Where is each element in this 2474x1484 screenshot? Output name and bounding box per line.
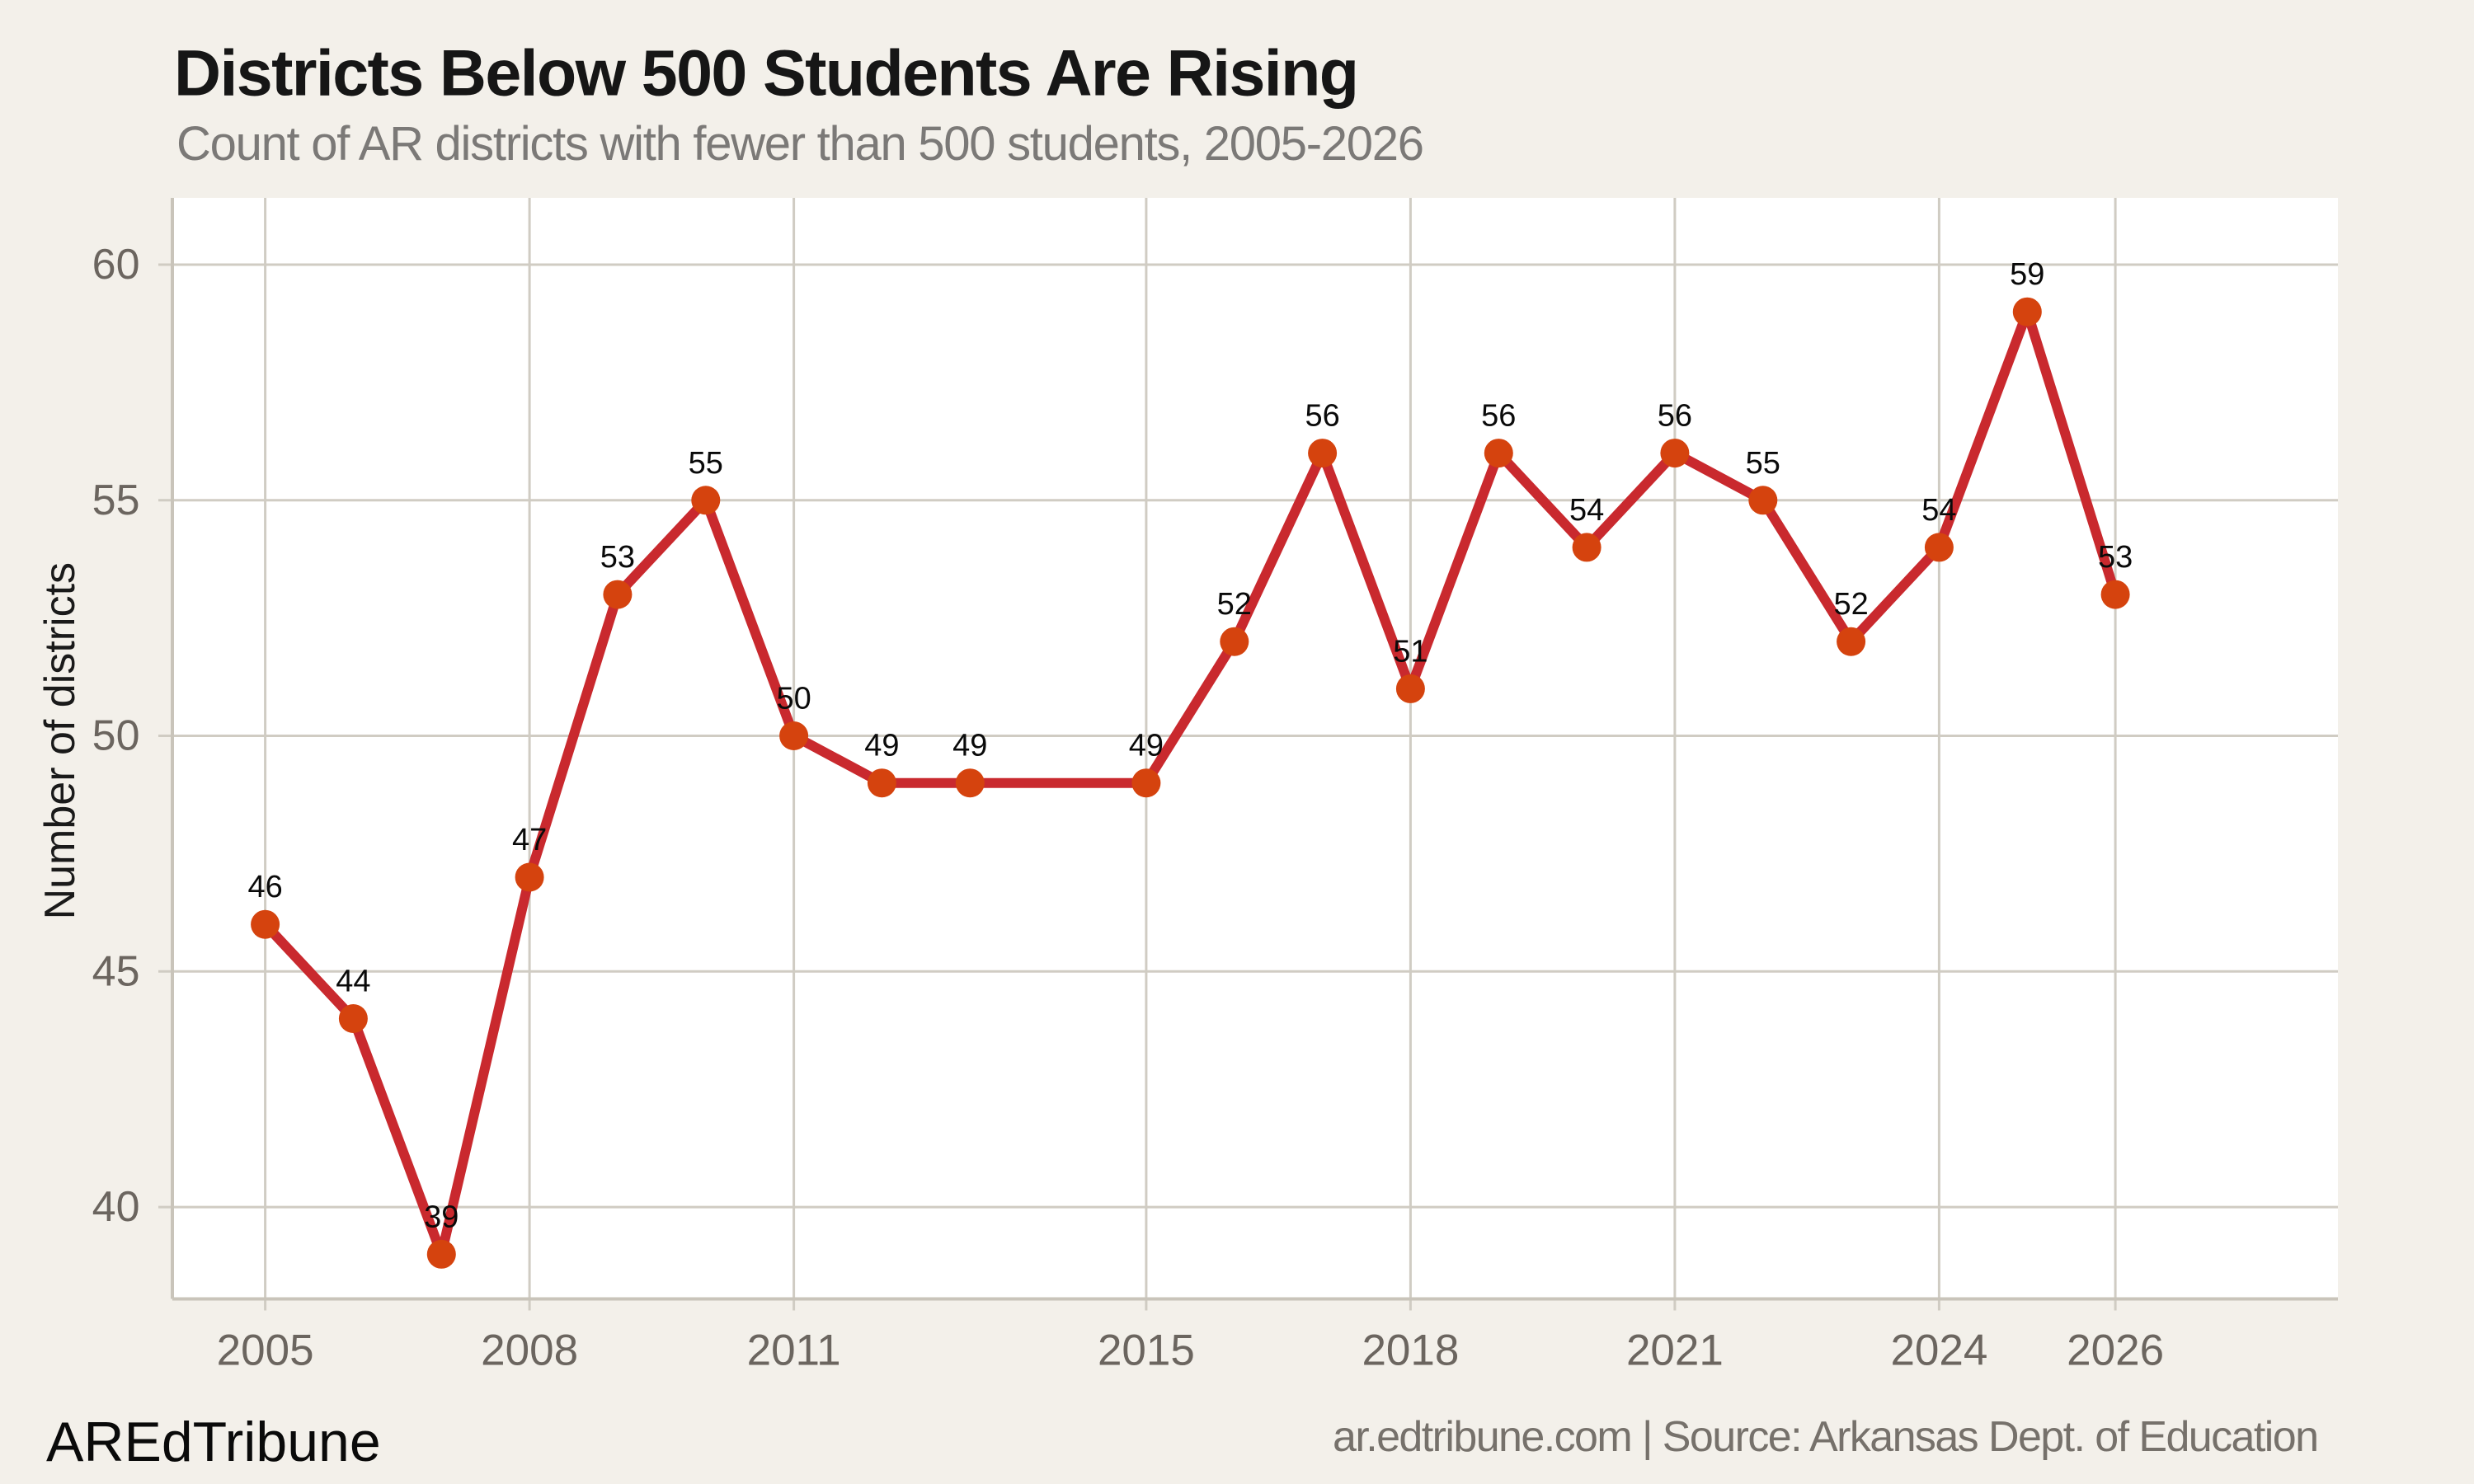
svg-text:Number of districts: Number of districts [36, 562, 84, 919]
svg-text:45: 45 [92, 947, 140, 995]
svg-text:53: 53 [2098, 540, 2133, 575]
svg-text:47: 47 [512, 823, 547, 857]
svg-text:59: 59 [2010, 257, 2044, 292]
svg-text:60: 60 [92, 241, 140, 289]
svg-text:55: 55 [92, 477, 140, 524]
svg-text:2008: 2008 [481, 1327, 578, 1375]
svg-text:55: 55 [1746, 446, 1780, 481]
svg-text:52: 52 [1217, 587, 1252, 622]
svg-text:56: 56 [1305, 399, 1339, 434]
svg-text:Districts Below 500 Students A: Districts Below 500 Students Are Rising [174, 36, 1359, 110]
svg-text:2021: 2021 [1626, 1327, 1724, 1375]
svg-text:49: 49 [864, 729, 899, 763]
svg-text:51: 51 [1393, 634, 1427, 669]
svg-text:49: 49 [952, 729, 987, 763]
svg-text:54: 54 [1569, 493, 1604, 528]
svg-text:2005: 2005 [217, 1327, 314, 1375]
svg-text:Count of AR districts with few: Count of AR districts with fewer than 50… [176, 117, 1424, 171]
svg-text:53: 53 [600, 540, 635, 575]
svg-text:56: 56 [1481, 399, 1516, 434]
svg-text:AREdTribune: AREdTribune [46, 1411, 381, 1473]
svg-text:39: 39 [424, 1200, 459, 1234]
svg-text:46: 46 [247, 870, 282, 904]
svg-text:54: 54 [1921, 493, 1956, 528]
svg-text:56: 56 [1658, 399, 1692, 434]
svg-text:2024: 2024 [1890, 1327, 1987, 1375]
svg-text:44: 44 [336, 965, 370, 999]
svg-text:52: 52 [1833, 587, 1868, 622]
svg-text:ar.edtribune.com | Source: Ark: ar.edtribune.com | Source: Arkansas Dept… [1333, 1413, 2319, 1461]
svg-text:55: 55 [689, 446, 723, 481]
svg-text:2015: 2015 [1098, 1327, 1195, 1375]
svg-text:50: 50 [776, 682, 811, 716]
svg-text:49: 49 [1129, 729, 1164, 763]
svg-text:2018: 2018 [1362, 1327, 1459, 1375]
svg-text:50: 50 [92, 712, 140, 760]
svg-text:2011: 2011 [747, 1327, 841, 1375]
svg-text:2026: 2026 [2067, 1327, 2164, 1375]
svg-text:40: 40 [92, 1183, 140, 1231]
